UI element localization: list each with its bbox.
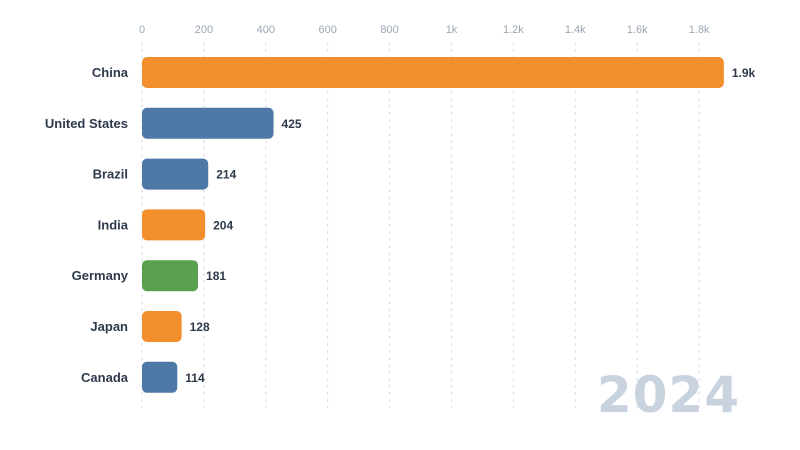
x-tick-label: 1.8k [689,24,710,36]
category-label: United States [45,116,128,131]
x-tick-label: 200 [195,24,213,36]
bar [142,57,724,88]
x-tick-label: 600 [319,24,337,36]
bar-value-label: 128 [190,320,210,334]
bar-value-label: 181 [206,269,226,283]
bar-value-label: 1.9k [732,66,756,80]
x-tick-label: 1.2k [503,24,524,36]
x-tick-label: 400 [257,24,275,36]
x-tick-label: 0 [139,24,145,36]
bar-value-label: 214 [216,168,236,182]
x-tick-label: 800 [380,24,398,36]
category-label: Brazil [93,167,128,182]
category-label: India [98,217,129,232]
bar-value-label: 204 [213,218,233,232]
x-tick-label: 1.6k [627,24,648,36]
category-label: Germany [72,268,129,283]
bar [142,107,274,139]
bar [142,260,199,292]
bar [142,209,206,241]
bar-value-label: 425 [282,117,302,131]
category-label: China [92,65,129,80]
bar [142,361,178,393]
x-tick-label: 1.4k [565,24,586,36]
category-label: Canada [81,370,129,385]
year-label: 2024 [596,366,740,424]
bar [142,311,182,342]
bar-value-label: 114 [185,371,205,385]
category-label: Japan [90,319,128,334]
x-tick-label: 1k [446,24,458,36]
bar [142,158,209,190]
